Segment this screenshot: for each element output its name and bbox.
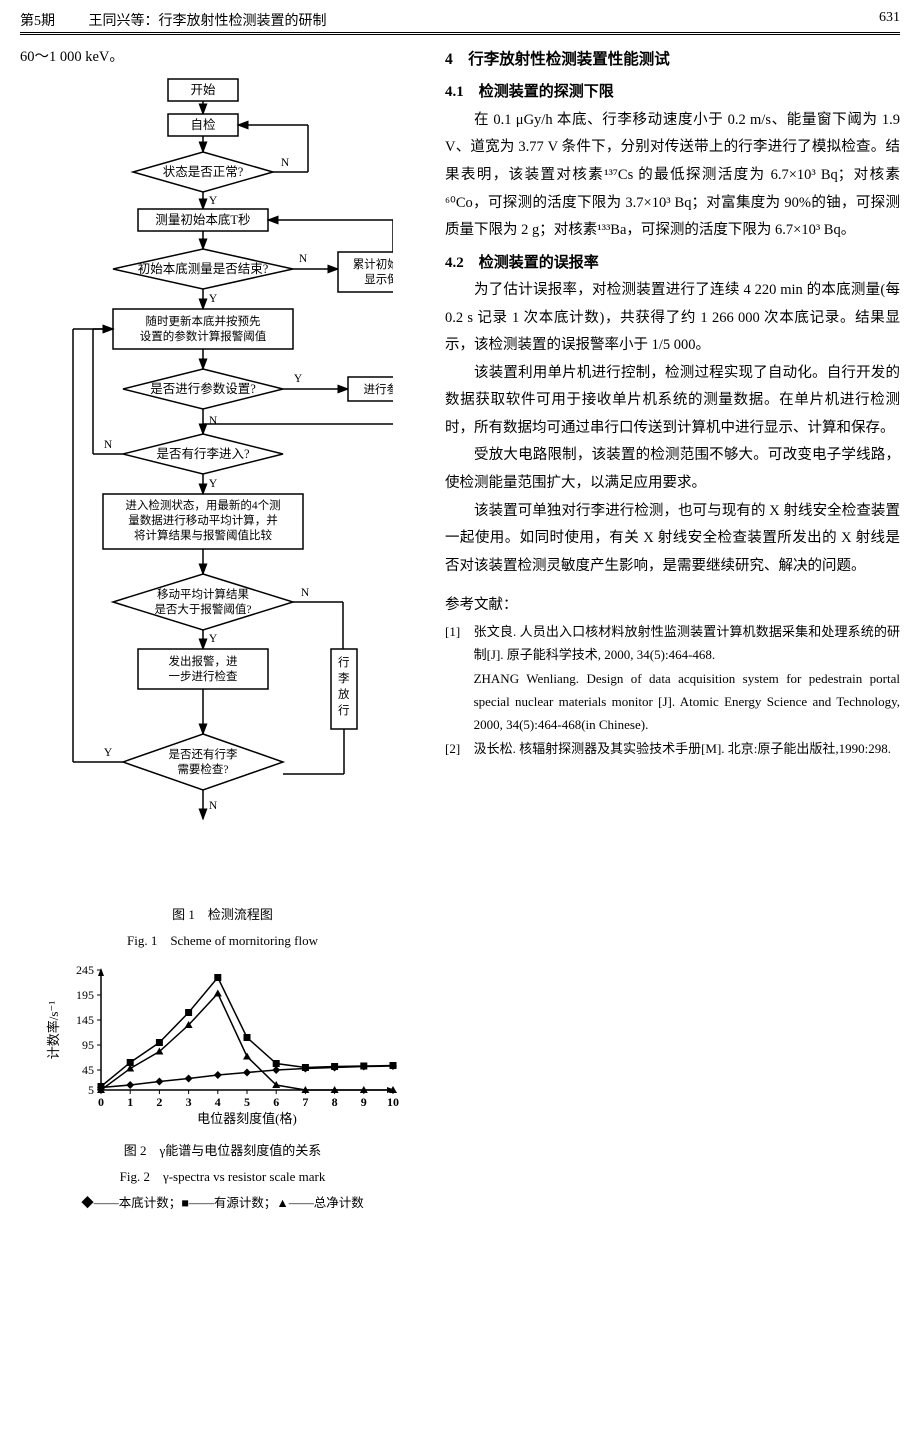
svg-text:N: N — [280, 157, 289, 169]
svg-text:145: 145 — [76, 1013, 94, 1027]
section42-para1: 为了估计误报率，对检测装置进行了连续 4 220 min 的本底测量(每 0.2… — [445, 277, 900, 360]
svg-text:N: N — [208, 800, 217, 812]
fig2-caption-en: Fig. 2 γ-spectra vs resistor scale mark — [20, 1167, 425, 1187]
svg-text:放: 放 — [338, 687, 350, 701]
flowchart-figure: 开始自检状态是否正常? Y N 测量初始本底T秒初始本底测量是否结束? N 累计初始本底并… — [53, 74, 393, 899]
svg-text:Y: Y — [103, 747, 112, 759]
section42-title: 4.2 检测装置的误报率 — [445, 249, 900, 278]
section4-title: 4 行李放射性检测装置性能测试 — [445, 45, 900, 74]
svg-text:是否大于报警阈值?: 是否大于报警阈值? — [154, 602, 251, 616]
fig2-caption-cn: 图 2 γ能谱与电位器刻度值的关系 — [20, 1141, 425, 1161]
running-head: 王同兴等：行李放射性检测装置的研制 — [89, 14, 327, 29]
energy-range-text: 60～1 000 keV。 — [20, 45, 425, 66]
svg-text:初始本底测量是否结束?: 初始本底测量是否结束? — [137, 261, 268, 276]
fig1-caption-en: Fig. 1 Scheme of mornitoring flow — [20, 931, 425, 951]
svg-text:是否进行参数设置?: 是否进行参数设置? — [150, 381, 256, 396]
svg-text:累计初始本底并: 累计初始本底并 — [352, 257, 392, 271]
section41-para: 在 0.1 μGy/h 本底、行李移动速度小于 0.2 m/s、能量窗下阈为 1… — [445, 107, 900, 245]
section42-para2: 该装置利用单片机进行控制，检测过程实现了自动化。自行开发的数据获取软件可用于接收… — [445, 360, 900, 443]
svg-text:显示倒计时: 显示倒计时 — [364, 273, 393, 286]
svg-text:发出报警，进: 发出报警，进 — [168, 654, 237, 668]
svg-text:N: N — [103, 439, 112, 451]
reference-item: [1]张文良. 人员出入口核材料放射性监测装置计算机数据采集和处理系统的研制[J… — [445, 620, 900, 737]
chart-figure: 54595145195245012345678910计数率/s⁻¹电位器刻度值(… — [43, 960, 403, 1135]
svg-text:Y: Y — [208, 633, 217, 645]
svg-text:N: N — [300, 587, 309, 599]
svg-text:45: 45 — [82, 1063, 94, 1077]
svg-text:1: 1 — [127, 1095, 133, 1109]
svg-text:需要检查?: 需要检查? — [177, 762, 228, 776]
svg-text:N: N — [208, 415, 217, 427]
page-number: 631 — [879, 10, 900, 30]
svg-text:Y: Y — [208, 293, 217, 305]
svg-text:进行参数设置: 进行参数设置 — [363, 382, 393, 396]
svg-text:状态是否正常?: 状态是否正常? — [162, 165, 243, 179]
svg-text:0: 0 — [98, 1095, 104, 1109]
svg-text:计数率/s⁻¹: 计数率/s⁻¹ — [46, 1001, 61, 1060]
svg-text:量数据进行移动平均计算，并: 量数据进行移动平均计算，并 — [128, 513, 278, 527]
svg-text:10: 10 — [387, 1095, 399, 1109]
svg-text:行: 行 — [338, 704, 350, 717]
svg-text:是否还有行李: 是否还有行李 — [168, 747, 237, 761]
svg-text:设置的参数计算报警阈值: 设置的参数计算报警阈值 — [139, 329, 266, 343]
svg-text:一步进行检查: 一步进行检查 — [168, 669, 237, 683]
svg-text:Y: Y — [208, 195, 217, 207]
svg-text:195: 195 — [76, 988, 94, 1002]
svg-text:自检: 自检 — [190, 117, 216, 132]
svg-text:6: 6 — [273, 1095, 279, 1109]
svg-text:7: 7 — [302, 1095, 308, 1109]
reference-item: [2]汲长松. 核辐射探测器及其实验技术手册[M]. 北京:原子能出版社,199… — [445, 737, 900, 760]
svg-text:9: 9 — [360, 1095, 366, 1109]
svg-text:将计算结果与报警阈值比较: 将计算结果与报警阈值比较 — [134, 528, 272, 542]
svg-text:8: 8 — [331, 1095, 337, 1109]
svg-text:Y: Y — [293, 373, 302, 385]
svg-text:3: 3 — [185, 1095, 191, 1109]
svg-text:是否有行李进入?: 是否有行李进入? — [156, 446, 250, 461]
svg-text:行: 行 — [338, 656, 350, 669]
section42-para3: 受放大电路限制，该装置的检测范围不够大。可改变电子学线路，使检测能量范围扩大，以… — [445, 442, 900, 497]
svg-text:95: 95 — [82, 1038, 94, 1052]
svg-text:测量初始本底T秒: 测量初始本底T秒 — [155, 212, 250, 227]
chart-legend: ◆——本底计数；■——有源计数；▲——总净计数 — [20, 1192, 425, 1211]
section41-title: 4.1 检测装置的探测下限 — [445, 78, 900, 107]
svg-text:5: 5 — [88, 1083, 94, 1097]
svg-text:245: 245 — [76, 963, 94, 977]
svg-text:电位器刻度值(格): 电位器刻度值(格) — [197, 1111, 297, 1126]
svg-text:N: N — [298, 253, 307, 265]
section42-para4: 该装置可单独对行李进行检测，也可与现有的 X 射线安全检查装置一起使用。如同时使… — [445, 498, 900, 581]
svg-text:Y: Y — [208, 478, 217, 490]
flowchart-svg: 开始自检状态是否正常? Y N 测量初始本底T秒初始本底测量是否结束? N 累计初始本底并… — [53, 74, 393, 894]
fig1-caption-cn: 图 1 检测流程图 — [20, 905, 425, 925]
svg-text:随时更新本底并按预先: 随时更新本底并按预先 — [145, 314, 260, 328]
issue-number: 第5期 — [20, 14, 55, 29]
svg-text:开始: 开始 — [190, 83, 216, 97]
svg-text:李: 李 — [338, 671, 350, 685]
references-list: [1]张文良. 人员出入口核材料放射性监测装置计算机数据采集和处理系统的研制[J… — [445, 620, 900, 760]
svg-text:2: 2 — [156, 1095, 162, 1109]
svg-text:4: 4 — [214, 1095, 220, 1109]
svg-text:进入检测状态，用最新的4个测: 进入检测状态，用最新的4个测 — [125, 498, 280, 512]
svg-text:5: 5 — [244, 1095, 250, 1109]
svg-text:移动平均计算结果: 移动平均计算结果 — [157, 587, 249, 601]
chart-svg: 54595145195245012345678910计数率/s⁻¹电位器刻度值(… — [43, 960, 403, 1130]
references-title: 参考文献： — [445, 592, 900, 620]
